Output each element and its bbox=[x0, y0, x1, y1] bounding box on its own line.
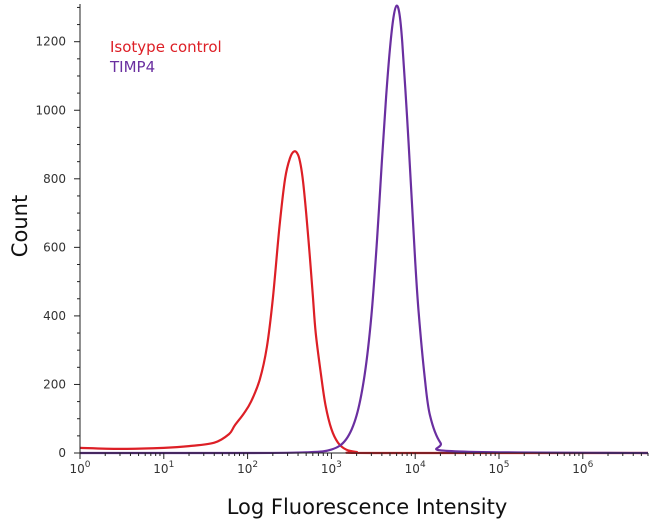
x-tick-exponent: 6 bbox=[588, 460, 594, 470]
x-tick-label: 100 bbox=[69, 460, 90, 476]
x-tick-label: 101 bbox=[153, 460, 174, 476]
x-tick-base: 10 bbox=[69, 462, 84, 476]
x-tick-exponent: 0 bbox=[85, 460, 91, 470]
x-tick-exponent: 3 bbox=[336, 460, 342, 470]
series-line-timp4 bbox=[80, 4, 649, 455]
x-tick-base: 10 bbox=[405, 462, 420, 476]
x-tick-exponent: 2 bbox=[252, 460, 258, 470]
x-tick-label: 106 bbox=[572, 460, 593, 476]
y-tick-label: 1200 bbox=[35, 35, 66, 49]
y-tick-label: 800 bbox=[43, 172, 66, 186]
y-tick-label: 1000 bbox=[35, 103, 66, 117]
series-line-isotype-control bbox=[79, 150, 648, 455]
x-tick-base: 10 bbox=[572, 462, 587, 476]
legend-entry-timp4: TIMP4 bbox=[109, 58, 155, 76]
legend-entry-isotype-control: Isotype control bbox=[110, 38, 222, 56]
x-tick-exponent: 4 bbox=[420, 460, 426, 470]
x-tick-base: 10 bbox=[488, 462, 503, 476]
x-tick-base: 10 bbox=[153, 462, 168, 476]
x-tick-exponent: 5 bbox=[504, 460, 510, 470]
y-tick-label: 600 bbox=[43, 240, 66, 254]
y-tick-label: 0 bbox=[58, 446, 66, 460]
x-tick-base: 10 bbox=[321, 462, 336, 476]
x-tick-label: 105 bbox=[488, 460, 509, 476]
x-tick-label: 103 bbox=[321, 460, 342, 476]
x-tick-exponent: 1 bbox=[169, 460, 175, 470]
y-axis-ticks: 0 200 400 600 800 1000 1200 bbox=[35, 6, 80, 460]
x-axis-title: Log Fluorescence Intensity bbox=[227, 495, 508, 519]
y-tick-label: 400 bbox=[43, 309, 66, 323]
legend: Isotype control TIMP4 bbox=[109, 38, 222, 76]
x-tick-base: 10 bbox=[237, 462, 252, 476]
y-axis-title: Count bbox=[8, 195, 32, 257]
y-tick-label: 200 bbox=[43, 377, 66, 391]
x-tick-label: 104 bbox=[405, 460, 426, 476]
series-layer bbox=[79, 4, 649, 455]
x-axis-ticks: 100 101 102 103 104 105 106 bbox=[69, 453, 649, 476]
x-tick-label: 102 bbox=[237, 460, 258, 476]
